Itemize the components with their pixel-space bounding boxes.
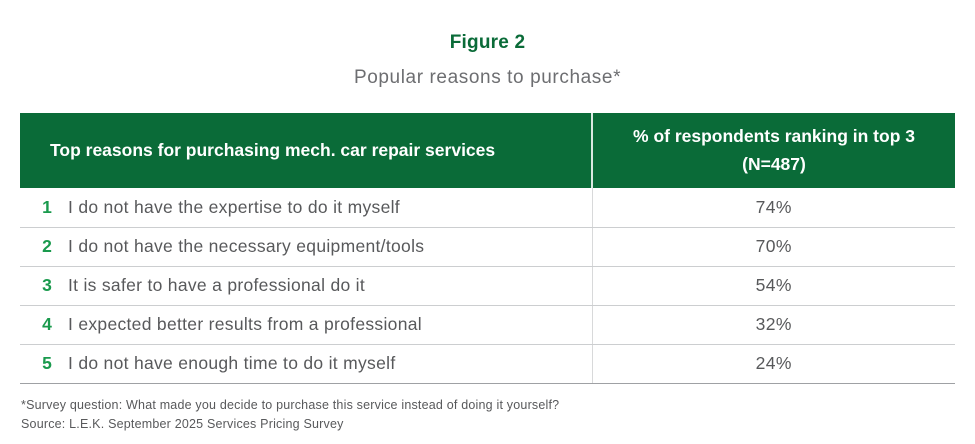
row-value: 70% (592, 227, 955, 267)
table-row: 5 I do not have enough time to do it myse… (20, 344, 955, 384)
row-reason: I do not have the necessary equipment/to… (68, 236, 425, 256)
header-percent-line1: % of respondents ranking in top 3 (633, 126, 915, 147)
figure-title: Popular reasons to purchase* (353, 67, 622, 88)
row-value: 54% (592, 266, 955, 306)
header-percent-column: % of respondents ranking in top 3 (N=487… (592, 113, 955, 188)
table-body: 1 I do not have the expertise to do it my… (20, 188, 955, 384)
reasons-table: Top reasons for purchasing mech. car rep… (20, 113, 955, 384)
header-reasons-column: Top reasons for purchasing mech. car rep… (20, 113, 593, 188)
data-table: Top reasons for purchasing mech. car rep… (20, 113, 955, 384)
table-row: 4 I expected better results from a profes… (20, 305, 955, 345)
table-row: 1 I do not have the expertise to do it my… (20, 188, 955, 228)
row-reason: I expected better results from a profess… (68, 314, 422, 334)
row-rank: 5 (42, 353, 52, 373)
row-rank: 3 (42, 275, 52, 295)
footnotes: *Survey question: What made you decide t… (21, 396, 559, 433)
row-value: 32% (592, 305, 955, 345)
row-value: 74% (592, 188, 955, 228)
row-rank: 1 (42, 196, 52, 217)
table-row: 3 It is safer to have a professional do i… (20, 266, 955, 306)
row-rank: 2 (42, 236, 52, 256)
footnote-survey-question: *Survey question: What made you decide t… (21, 398, 560, 412)
footnote-source: Source: L.E.K. September 2025 Services P… (21, 416, 344, 431)
figure-label: Figure 2 (449, 32, 526, 53)
table-header: Top reasons for purchasing mech. car rep… (20, 113, 955, 188)
row-reason: I do not have the expertise to do it mys… (68, 196, 400, 217)
header-percent-line2: (N=487) (742, 153, 806, 174)
table-row: 2 I do not have the necessary equipment/t… (20, 227, 955, 267)
row-reason: I do not have enough time to do it mysel… (68, 353, 396, 373)
row-value: 24% (592, 344, 955, 384)
row-rank: 4 (42, 314, 52, 334)
row-reason: It is safer to have a professional do it (68, 275, 366, 295)
